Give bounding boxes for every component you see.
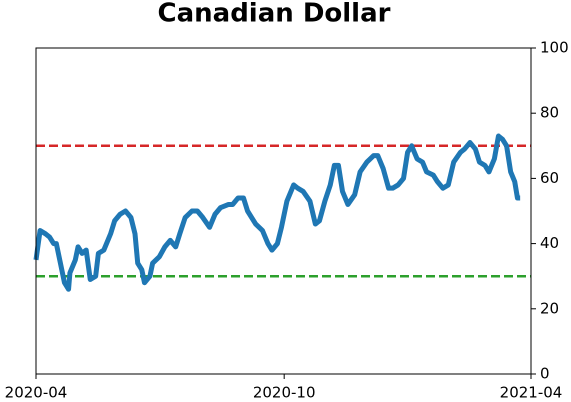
y-tick-label: 40 — [540, 234, 559, 252]
y-tick-label: 60 — [540, 169, 559, 187]
x-tick-label: 2020-10 — [253, 384, 316, 402]
data-line — [33, 133, 521, 292]
y-tick-label: 100 — [540, 39, 569, 57]
x-tick-label: 2020-04 — [5, 384, 68, 402]
chart-title: Canadian Dollar — [158, 0, 391, 29]
plot-frame — [35, 47, 532, 375]
y-tick-label: 20 — [540, 299, 559, 317]
y-tick-label: 80 — [540, 104, 559, 122]
y-tick-label: 0 — [540, 365, 550, 383]
x-tick-label: 2021-04 — [500, 384, 563, 402]
